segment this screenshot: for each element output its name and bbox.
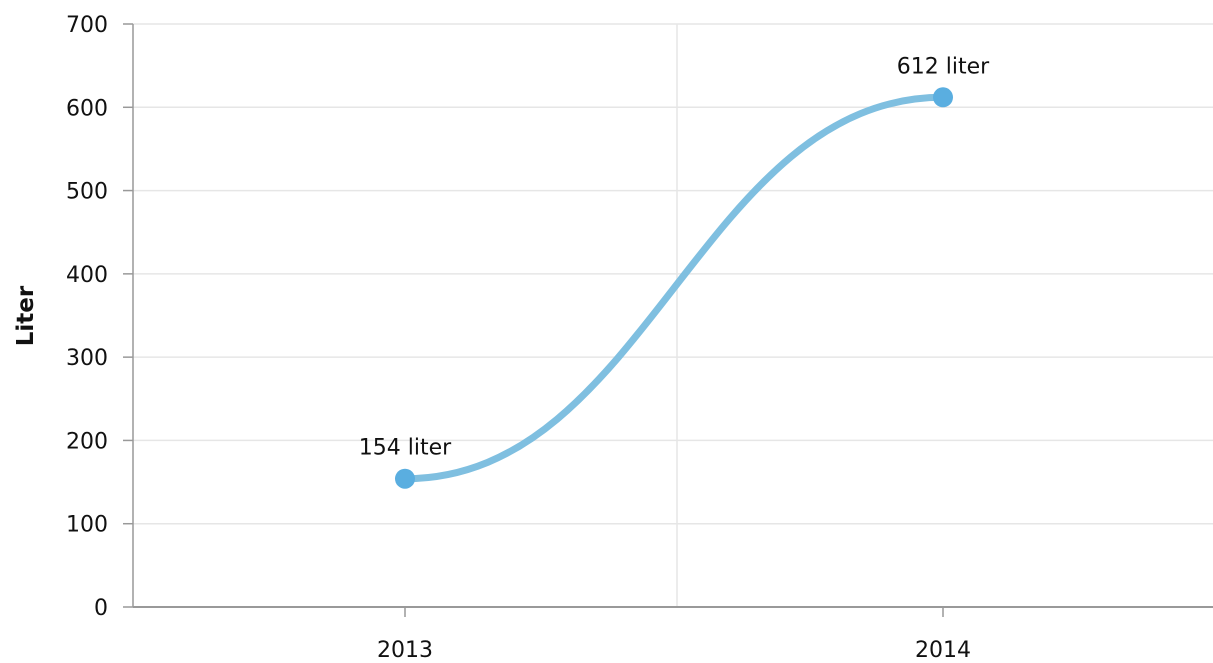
data-label: 154 liter <box>359 436 452 461</box>
x-tick-label: 2013 <box>377 638 433 663</box>
y-tick-label: 0 <box>94 596 108 621</box>
y-tick-label: 700 <box>66 13 108 38</box>
x-tick-label: 2014 <box>915 638 971 663</box>
data-point <box>933 87 953 108</box>
grid <box>133 23 1213 607</box>
y-tick-label: 500 <box>66 180 108 205</box>
data-labels: 154 liter 612 liter <box>359 54 990 460</box>
data-label: 612 liter <box>897 54 990 79</box>
data-point <box>395 468 415 489</box>
y-axis-title: Liter <box>13 285 39 346</box>
y-tick-label: 400 <box>66 263 108 288</box>
y-tick-label: 600 <box>66 96 108 121</box>
y-tick-label: 300 <box>66 346 108 371</box>
axes: 0 100 200 300 400 500 600 700 2013 2014 <box>66 13 1213 663</box>
series <box>395 87 953 489</box>
y-tick-label: 100 <box>66 513 108 538</box>
series-line <box>401 93 947 483</box>
y-tick-label: 200 <box>66 429 108 454</box>
